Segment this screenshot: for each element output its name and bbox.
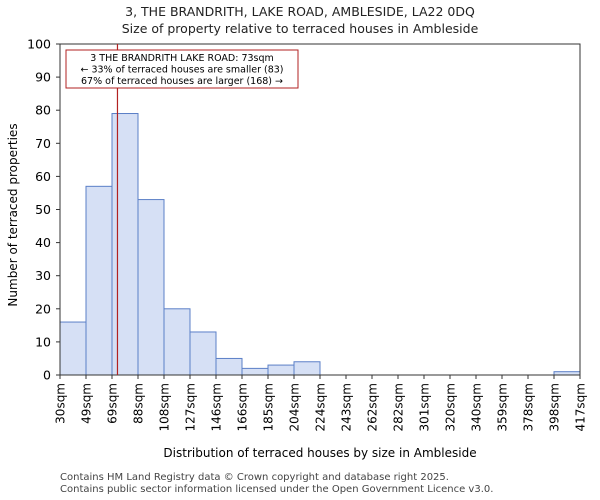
bar-108sqm bbox=[163, 308, 191, 376]
bar-185sqm bbox=[267, 364, 295, 376]
y-tick-label: 40 bbox=[35, 235, 51, 250]
chart-title: 3, THE BRANDRITH, LAKE ROAD, AMBLESIDE, … bbox=[125, 4, 475, 19]
bar-127sqm bbox=[189, 331, 217, 376]
chart-subtitle: Size of property relative to terraced ho… bbox=[121, 21, 479, 36]
footer-line-1: Contains HM Land Registry data © Crown c… bbox=[60, 472, 449, 483]
bar-146sqm bbox=[215, 357, 243, 376]
y-tick-label: 80 bbox=[35, 103, 51, 118]
x-tick-label: 340sqm bbox=[470, 383, 484, 431]
footer-line-2: Contains public sector information licen… bbox=[60, 484, 494, 495]
x-tick-label: 146sqm bbox=[210, 383, 224, 431]
y-tick-label: 10 bbox=[35, 334, 51, 349]
y-tick-label: 90 bbox=[35, 70, 51, 85]
x-tick-label: 417sqm bbox=[574, 383, 588, 431]
x-tick-label: 378sqm bbox=[522, 383, 536, 431]
y-tick-label: 100 bbox=[27, 37, 51, 52]
x-tick-label: 398sqm bbox=[548, 383, 562, 431]
x-tick-label: 88sqm bbox=[132, 383, 146, 424]
x-tick-label: 243sqm bbox=[340, 383, 354, 431]
x-tick-label: 127sqm bbox=[184, 383, 198, 431]
y-axis-label: Number of terraced properties bbox=[6, 123, 20, 306]
bars-group bbox=[59, 113, 581, 376]
bar-88sqm bbox=[137, 199, 165, 376]
x-tick-label: 282sqm bbox=[392, 383, 406, 431]
x-tick-label: 49sqm bbox=[80, 383, 94, 424]
annotation-line-3: 67% of terraced houses are larger (168) … bbox=[81, 76, 283, 87]
bar-49sqm bbox=[85, 185, 113, 376]
x-tick-label: 108sqm bbox=[158, 383, 172, 431]
x-axis-ticks: 30sqm 49sqm 69sqm 88sqm 108sqm 127sqm 146sqm 16… bbox=[54, 375, 588, 431]
bar-166sqm bbox=[241, 367, 269, 376]
x-tick-label: 320sqm bbox=[444, 383, 458, 431]
y-tick-label: 30 bbox=[35, 268, 51, 283]
x-tick-label: 166sqm bbox=[236, 383, 250, 431]
y-tick-label: 70 bbox=[35, 136, 51, 151]
annotation-line-1: 3 THE BRANDRITH LAKE ROAD: 73sqm bbox=[90, 53, 274, 64]
bar-69sqm bbox=[111, 113, 139, 376]
x-tick-label: 69sqm bbox=[106, 383, 120, 424]
x-tick-label: 185sqm bbox=[262, 383, 276, 431]
x-axis-label: Distribution of terraced houses by size … bbox=[163, 446, 476, 460]
annotation-box: 3 THE BRANDRITH LAKE ROAD: 73sqm← 33% of… bbox=[65, 49, 299, 89]
annotation-line-2: ← 33% of terraced houses are smaller (83… bbox=[80, 65, 283, 76]
x-tick-label: 301sqm bbox=[418, 383, 432, 431]
annotation-frame bbox=[65, 49, 299, 89]
x-tick-label: 30sqm bbox=[54, 383, 68, 424]
y-tick-label: 20 bbox=[35, 301, 51, 316]
x-tick-label: 262sqm bbox=[366, 383, 380, 431]
y-axis-ticks: 0 10 20 30 40 50 60 70 80 90 100 bbox=[27, 37, 60, 383]
plot-frame bbox=[59, 43, 581, 376]
bar-204sqm bbox=[293, 361, 321, 376]
x-tick-label: 359sqm bbox=[496, 383, 510, 431]
bar-30sqm bbox=[59, 321, 87, 376]
y-tick-label: 0 bbox=[43, 368, 51, 383]
x-tick-label: 204sqm bbox=[288, 383, 302, 431]
histogram-chart: 0 10 20 30 40 50 60 70 80 90 100 30sqm 49sqm 69sqm 88… bbox=[6, 37, 588, 461]
x-tick-label: 224sqm bbox=[314, 383, 328, 431]
y-tick-label: 50 bbox=[35, 202, 51, 217]
y-tick-label: 60 bbox=[35, 169, 51, 184]
